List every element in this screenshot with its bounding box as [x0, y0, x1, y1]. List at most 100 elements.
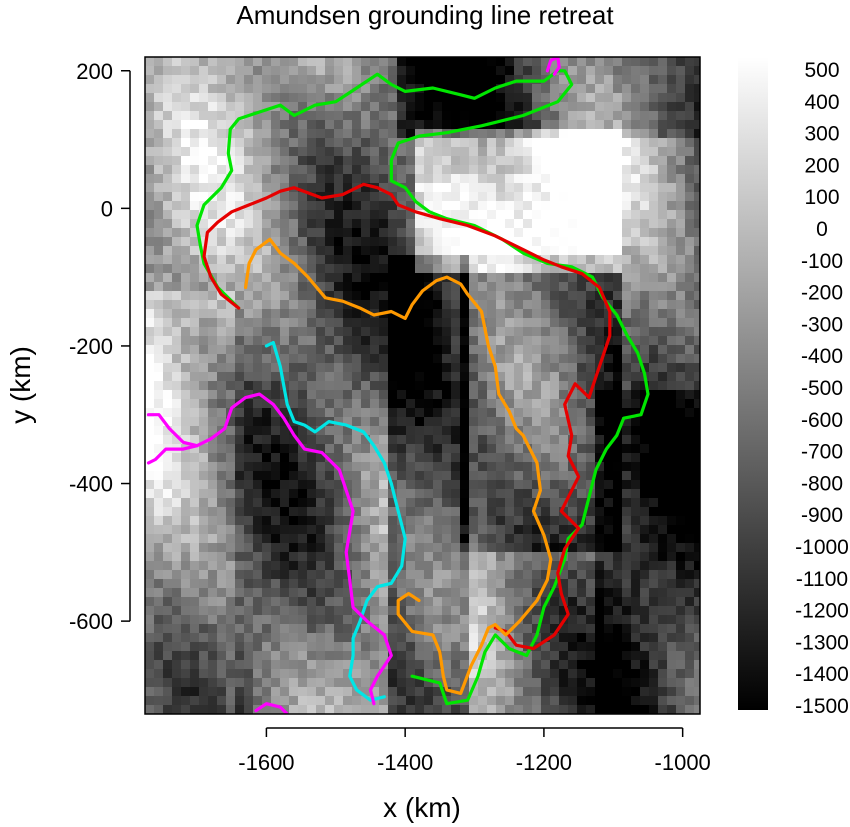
heatmap-cell	[658, 570, 668, 580]
heatmap-cell	[451, 327, 461, 337]
heatmap-cell	[676, 471, 686, 481]
heatmap-cell	[541, 696, 551, 706]
heatmap-cell	[307, 111, 317, 121]
heatmap-cell	[379, 327, 389, 337]
heatmap-cell	[541, 192, 551, 202]
heatmap-cell	[514, 165, 524, 175]
heatmap-cell	[379, 264, 389, 274]
heatmap-cell	[631, 300, 641, 310]
heatmap-cell	[523, 363, 533, 373]
heatmap-cell	[514, 669, 524, 679]
heatmap-cell	[352, 480, 362, 490]
heatmap-cell	[379, 237, 389, 247]
heatmap-cell	[487, 543, 497, 553]
heatmap-cell	[577, 390, 587, 400]
heatmap-cell	[316, 705, 326, 714]
heatmap-cell	[190, 282, 200, 292]
heatmap-cell	[262, 300, 272, 310]
heatmap-cell	[550, 345, 560, 355]
heatmap-cell	[172, 408, 182, 418]
heatmap-cell	[217, 462, 227, 472]
heatmap-cell	[334, 687, 344, 697]
heatmap-cell	[289, 120, 299, 130]
heatmap-cell	[199, 93, 209, 103]
heatmap-cell	[217, 534, 227, 544]
heatmap-cell	[631, 660, 641, 670]
heatmap-cell	[622, 282, 632, 292]
heatmap-cell	[622, 696, 632, 706]
heatmap-cell	[694, 507, 700, 517]
heatmap-cell	[433, 696, 443, 706]
heatmap-cell	[415, 462, 425, 472]
heatmap-cell	[694, 291, 700, 301]
heatmap-cell	[622, 291, 632, 301]
heatmap-cell	[505, 669, 515, 679]
heatmap-cell	[190, 183, 200, 193]
heatmap-cell	[145, 417, 155, 427]
heatmap-cell	[658, 219, 668, 229]
heatmap-cell	[676, 300, 686, 310]
heatmap-cell	[352, 651, 362, 661]
heatmap-cell	[298, 516, 308, 526]
heatmap-cell	[208, 57, 218, 67]
heatmap-cell	[622, 372, 632, 382]
heatmap-cell	[460, 642, 470, 652]
heatmap-cell	[370, 84, 380, 94]
heatmap-cell	[586, 255, 596, 265]
heatmap-cell	[568, 309, 578, 319]
heatmap-cell	[469, 120, 479, 130]
heatmap-cell	[307, 273, 317, 283]
heatmap-cell	[640, 246, 650, 256]
heatmap-cell	[505, 246, 515, 256]
heatmap-cell	[226, 75, 236, 85]
heatmap-cell	[280, 696, 290, 706]
heatmap-cell	[460, 300, 470, 310]
heatmap-cell	[523, 633, 533, 643]
heatmap-cell	[235, 291, 245, 301]
heatmap-cell	[361, 309, 371, 319]
heatmap-cell	[325, 525, 335, 535]
heatmap-cell	[253, 318, 263, 328]
heatmap-cell	[352, 318, 362, 328]
heatmap-cell	[685, 642, 695, 652]
heatmap-cell	[523, 57, 533, 67]
heatmap-cell	[199, 651, 209, 661]
heatmap-cell	[541, 165, 551, 175]
heatmap-cell	[514, 462, 524, 472]
heatmap-cell	[262, 165, 272, 175]
heatmap-cell	[190, 435, 200, 445]
heatmap-cell	[190, 507, 200, 517]
heatmap-cell	[640, 318, 650, 328]
heatmap-cell	[568, 615, 578, 625]
heatmap-cell	[172, 624, 182, 634]
heatmap-cell	[217, 606, 227, 616]
heatmap-cell	[649, 534, 659, 544]
heatmap-cell	[307, 444, 317, 454]
heatmap-cell	[469, 165, 479, 175]
heatmap-cell	[424, 228, 434, 238]
heatmap-cell	[667, 669, 677, 679]
heatmap-cell	[289, 165, 299, 175]
heatmap-cell	[379, 381, 389, 391]
heatmap-cell	[154, 327, 164, 337]
heatmap-cell	[595, 237, 605, 247]
heatmap-cell	[406, 606, 416, 616]
heatmap-cell	[154, 345, 164, 355]
heatmap-cell	[532, 183, 542, 193]
heatmap-cell	[154, 633, 164, 643]
heatmap-cell	[523, 570, 533, 580]
heatmap-cell	[325, 138, 335, 148]
heatmap-cell	[442, 57, 452, 67]
heatmap-cell	[217, 201, 227, 211]
heatmap-cell	[361, 246, 371, 256]
heatmap-cell	[676, 660, 686, 670]
heatmap-cell	[415, 435, 425, 445]
heatmap-cell	[487, 282, 497, 292]
heatmap-cell	[199, 390, 209, 400]
heatmap-cell	[289, 399, 299, 409]
heatmap-cell	[478, 327, 488, 337]
heatmap-cell	[289, 471, 299, 481]
heatmap-cell	[145, 237, 155, 247]
heatmap-cell	[550, 111, 560, 121]
heatmap-cell	[289, 291, 299, 301]
